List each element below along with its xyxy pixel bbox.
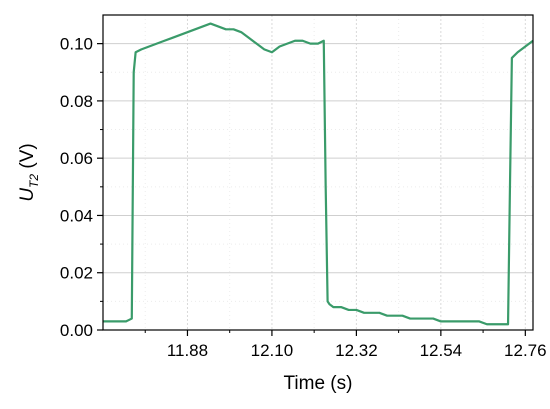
y-axis-label-main: U: [17, 188, 38, 202]
y-tick-label: 0.06: [60, 149, 93, 168]
y-axis-label-subscript: T2: [27, 174, 41, 188]
series-line: [103, 22, 534, 326]
ticks: [97, 43, 526, 336]
y-tick-label: 0.04: [60, 206, 93, 225]
y-tick-label: 0.02: [60, 264, 93, 283]
x-tick-label: 12.10: [251, 341, 294, 360]
y-axis-label-unit: (V): [17, 143, 38, 174]
y-axis-label: UT2 (V): [17, 143, 41, 201]
y-tick-label: 0.08: [60, 92, 93, 111]
grid: [103, 15, 533, 331]
x-axis-label: Time (s): [284, 373, 353, 394]
y-tick-label: 0.00: [60, 321, 93, 340]
y-tick-label: 0.10: [60, 35, 93, 54]
x-tick-label: 12.32: [335, 341, 378, 360]
series-layer: [103, 22, 534, 326]
x-tick-label: 11.88: [167, 341, 208, 360]
plot-frame: [102, 14, 534, 331]
tick-labels: 11.88 12.10 12.32 12.54 12.76 0.00 0.02 0.04 0.0…: [60, 35, 547, 360]
x-tick-label: 12.54: [420, 341, 463, 360]
x-tick-label: 12.76: [504, 341, 547, 360]
